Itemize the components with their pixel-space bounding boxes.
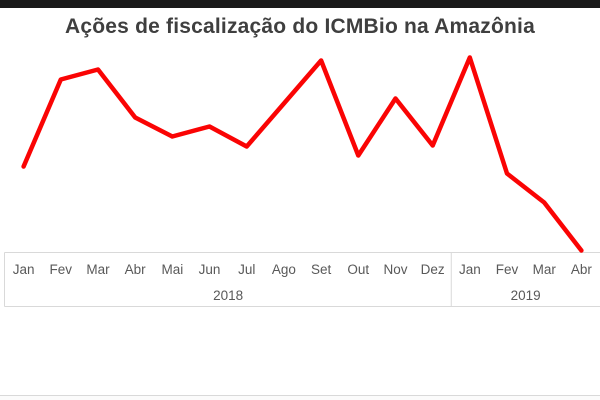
chart-title: Ações de fiscalização do ICMBio na Amazô… bbox=[65, 15, 535, 38]
bottom-border-line bbox=[0, 395, 600, 400]
top-border-bar bbox=[0, 0, 600, 8]
series-line bbox=[21, 55, 584, 253]
category-axis-lines bbox=[4, 252, 600, 307]
